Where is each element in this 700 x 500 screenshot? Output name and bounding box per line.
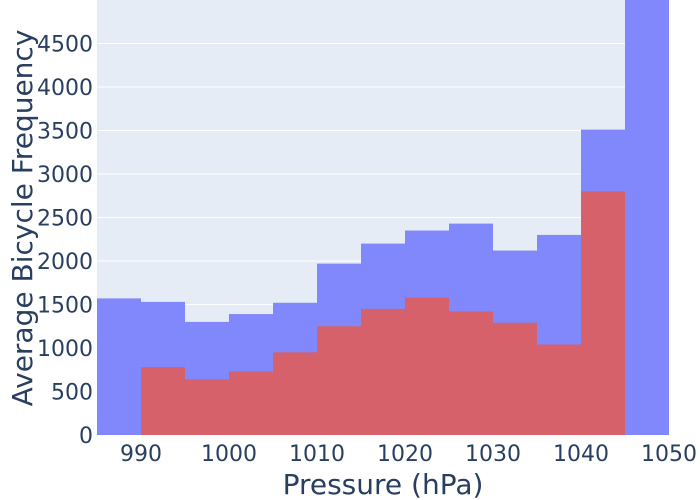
histogram-bar-series-2 xyxy=(537,344,581,435)
y-tick-labels: 0 500 1000 1500 2000 2500 3000 3500 4000 4500 xyxy=(37,33,93,450)
histogram-bar-series-2 xyxy=(229,371,273,435)
histogram-bar-series-2 xyxy=(449,311,493,435)
y-tick-label: 4500 xyxy=(37,33,93,58)
histogram-bar-series-2 xyxy=(141,367,185,435)
x-tick-label: 990 xyxy=(120,442,162,467)
x-tick-label: 1030 xyxy=(465,442,521,467)
histogram-bar-series-2 xyxy=(405,297,449,435)
y-tick-label: 3000 xyxy=(37,163,93,188)
y-tick-label: 2000 xyxy=(37,250,93,275)
x-tick-label: 1040 xyxy=(553,442,609,467)
histogram-bar-series-1 xyxy=(97,298,141,435)
y-tick-label: 3500 xyxy=(37,120,93,145)
histogram-bar-series-2 xyxy=(273,352,317,435)
y-tick-label: 1500 xyxy=(37,294,93,319)
histogram-bar-series-1 xyxy=(625,0,669,435)
y-tick-label: 500 xyxy=(51,381,93,406)
y-tick-label: 0 xyxy=(79,424,93,449)
histogram-bar-series-2 xyxy=(493,322,537,435)
y-tick-label: 2500 xyxy=(37,207,93,232)
x-tick-label: 1010 xyxy=(289,442,345,467)
histogram-bar-series-2 xyxy=(581,191,625,435)
y-tick-label: 4000 xyxy=(37,76,93,101)
histogram-bar-series-2 xyxy=(185,379,229,435)
x-tick-label: 1000 xyxy=(201,442,257,467)
x-tick-labels: 990 1000 1010 1020 1030 1040 1050 xyxy=(120,442,697,467)
x-tick-label: 1050 xyxy=(641,442,697,467)
y-axis-title: Average Bicycle Frequency xyxy=(6,30,39,407)
x-tick-label: 1020 xyxy=(377,442,433,467)
histogram-bar-series-2 xyxy=(361,308,405,435)
y-tick-label: 1000 xyxy=(37,337,93,362)
bars xyxy=(97,0,669,435)
histogram-bar-series-2 xyxy=(317,326,361,435)
x-axis-title: Pressure (hPa) xyxy=(283,468,484,500)
